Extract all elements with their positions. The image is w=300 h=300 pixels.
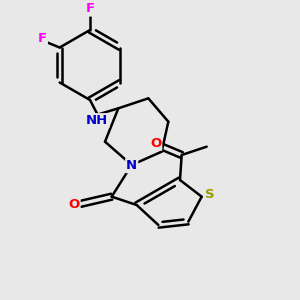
Text: F: F: [38, 32, 47, 45]
Text: O: O: [150, 137, 161, 150]
Text: O: O: [68, 199, 80, 212]
Text: F: F: [85, 2, 94, 16]
Text: NH: NH: [86, 114, 109, 127]
Text: N: N: [126, 159, 137, 172]
Text: S: S: [205, 188, 215, 202]
